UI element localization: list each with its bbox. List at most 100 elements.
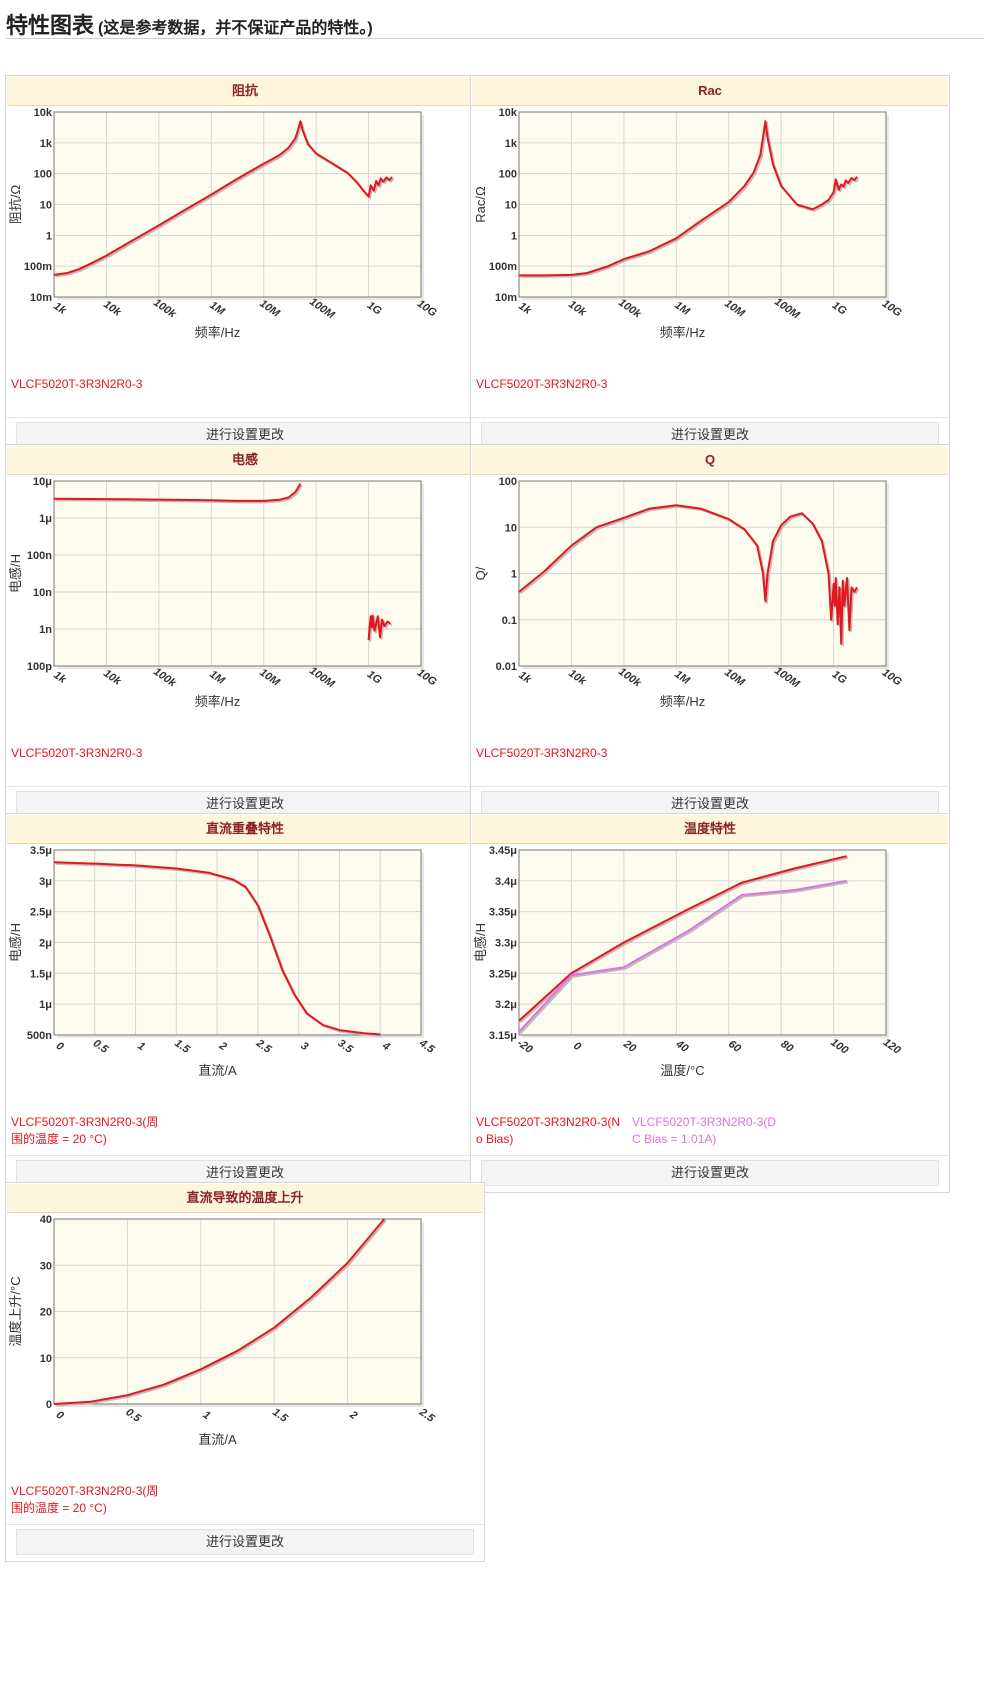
x-tick-label: 2.5 bbox=[416, 1406, 437, 1426]
y-tick-label: 20 bbox=[40, 1307, 52, 1319]
legend-entry: VLCF5020T-3R3N2R0-3(周围的温度 = 20 °C) bbox=[11, 1484, 159, 1515]
card-divider bbox=[6, 417, 484, 418]
y-tick-label: 1 bbox=[46, 230, 52, 242]
y-tick-label: 3.5μ bbox=[30, 845, 52, 857]
settings-change-button[interactable]: 进行设置更改 bbox=[16, 422, 474, 448]
settings-change-button[interactable]: 进行设置更改 bbox=[16, 1160, 474, 1186]
x-tick-label: 1 bbox=[135, 1040, 147, 1053]
legend-entry: VLCF5020T-3R3N2R0-3 bbox=[476, 746, 608, 760]
x-tick-label: 1k bbox=[516, 300, 534, 317]
y-tick-label: 1μ bbox=[39, 513, 52, 525]
y-tick-label: 1μ bbox=[39, 999, 52, 1011]
chart-card-temperature: 温度特性 -20 0 20 40 60 80 100 120 3.15μ 3.2μ 3.25μ 3.3μ… bbox=[470, 813, 950, 1193]
y-tick-label: 3.25μ bbox=[489, 968, 517, 980]
x-tick-label: 100k bbox=[151, 297, 179, 321]
y-tick-label: 100m bbox=[24, 261, 52, 273]
series-shadow bbox=[520, 121, 860, 278]
plot-border bbox=[53, 849, 422, 1036]
y-tick-label: 10m bbox=[495, 292, 517, 304]
x-tick-label: 10M bbox=[722, 297, 747, 320]
x-tick-label: 1M bbox=[672, 299, 692, 318]
x-tick-label: 80 bbox=[778, 1038, 796, 1055]
chart-plot: -20 0 20 40 60 80 100 120 3.15μ 3.2μ 3.25μ 3.3μ 3.35… bbox=[473, 845, 903, 1078]
x-tick-label: 60 bbox=[726, 1038, 744, 1055]
chart-title: 温度特性 bbox=[472, 815, 948, 844]
y-tick-label: 10 bbox=[40, 1353, 52, 1365]
series-line-1 bbox=[518, 504, 858, 645]
x-tick-label: 2.5 bbox=[253, 1037, 274, 1057]
series-line-2 bbox=[518, 879, 847, 1033]
card-divider bbox=[6, 1524, 484, 1525]
x-tick-label: 0.5 bbox=[123, 1406, 143, 1425]
x-tick-label: 10G bbox=[880, 298, 904, 320]
y-tick-label: 40 bbox=[40, 1214, 52, 1226]
x-tick-label: 100k bbox=[616, 666, 644, 690]
x-tick-label: 4.5 bbox=[416, 1037, 437, 1057]
card-divider bbox=[471, 1155, 949, 1156]
y-axis-label: 电感/H bbox=[8, 923, 23, 962]
y-tick-label: 10 bbox=[505, 200, 517, 212]
y-tick-label: 10m bbox=[30, 292, 52, 304]
y-tick-label: 10μ bbox=[33, 476, 52, 488]
x-tick-label: 2 bbox=[347, 1408, 360, 1422]
y-tick-label: 3.15μ bbox=[489, 1030, 517, 1042]
card-divider bbox=[471, 786, 949, 787]
x-tick-label: 10G bbox=[415, 298, 439, 320]
plot-border bbox=[518, 480, 887, 667]
x-tick-label: 0.5 bbox=[91, 1037, 111, 1056]
y-tick-label: 2μ bbox=[39, 938, 52, 950]
x-tick-label: 10k bbox=[101, 298, 124, 319]
chart-plot: 1k 10k 100k 1M 10M 100M 1G 10G10m100m1101001k10… bbox=[473, 107, 904, 340]
y-tick-label: 3.2μ bbox=[495, 999, 517, 1011]
chart-title: Rac bbox=[472, 77, 948, 106]
series-shadow bbox=[519, 881, 849, 1035]
x-tick-label: 10k bbox=[101, 667, 124, 688]
y-tick-label: 3.4μ bbox=[495, 876, 517, 888]
x-axis-label: 频率/Hz bbox=[195, 694, 241, 709]
card-divider bbox=[6, 1155, 484, 1156]
series-line-1 bbox=[519, 120, 858, 277]
x-axis-label: 频率/Hz bbox=[660, 325, 706, 340]
y-axis-label: 阻抗/Ω bbox=[8, 185, 23, 225]
x-tick-label: 10k bbox=[566, 298, 589, 319]
x-tick-label: 1G bbox=[830, 299, 849, 318]
y-tick-label: 1n bbox=[39, 624, 52, 636]
chart-title: 阻抗 bbox=[7, 77, 483, 106]
plot-border bbox=[518, 111, 887, 298]
x-tick-label: 100k bbox=[151, 666, 179, 690]
y-tick-label: 3μ bbox=[39, 876, 52, 888]
x-tick-label: -20 bbox=[515, 1037, 536, 1056]
chart-plot: 0 0.5 1 1.5 2 2.5 0 10 20 30 40 直流/A 温度上升/°C bbox=[8, 1214, 437, 1447]
series-line-1 bbox=[518, 855, 847, 1022]
y-tick-label: 10 bbox=[505, 522, 517, 534]
y-tick-label: 100p bbox=[27, 661, 52, 673]
y-tick-label: 500n bbox=[27, 1030, 52, 1042]
chart-card-inductance: 电感 1k 10k 100k 1M 10M 100M 1G 10G 100p 1n 10n 100n 1μ… bbox=[5, 444, 485, 824]
chart-card-impedance: 阻抗 1k 10k 100k 1M 10M 100M 1G 10G 10m 100m 1 10 100 1k… bbox=[5, 75, 485, 455]
series-line-1 bbox=[53, 861, 381, 1036]
y-tick-label: 100 bbox=[499, 169, 517, 181]
x-tick-label: 2 bbox=[216, 1039, 229, 1053]
settings-change-button[interactable]: 进行设置更改 bbox=[16, 791, 474, 817]
chart-legend: VLCF5020T-3R3N2R0-3 bbox=[11, 745, 481, 785]
chart-legend: VLCF5020T-3R3N2R0-3(No Bias) VLCF5020T-3R… bbox=[476, 1114, 946, 1154]
x-tick-label: 0 bbox=[54, 1040, 67, 1054]
x-tick-label: 10M bbox=[257, 666, 282, 689]
x-tick-label: 10G bbox=[880, 667, 904, 689]
y-tick-label: 0.1 bbox=[502, 615, 517, 627]
settings-change-button[interactable]: 进行设置更改 bbox=[481, 1160, 939, 1186]
series-line-1 bbox=[53, 120, 393, 276]
x-tick-label: 1.5 bbox=[172, 1037, 192, 1056]
chart-title: 直流导致的温度上升 bbox=[7, 1184, 483, 1213]
y-tick-label: 1.5μ bbox=[30, 968, 52, 980]
y-axis-label: Q/ bbox=[473, 566, 488, 580]
x-tick-label: 1.5 bbox=[270, 1406, 290, 1425]
y-tick-label: 30 bbox=[40, 1260, 52, 1272]
chart-plot: 0 0.5 1 1.5 2 2.5 3 3.5 4 4.5 500n 1μ 1.5μ 2μ 2.5μ 3μ 3.… bbox=[8, 845, 437, 1078]
y-axis-label: Rac/Ω bbox=[473, 186, 488, 223]
x-tick-label: 20 bbox=[620, 1038, 638, 1056]
plot-border bbox=[518, 849, 887, 1036]
chart-card-dc-bias: 直流重叠特性 0 0.5 1 1.5 2 2.5 3 3.5 4 4.5 500n 1μ 1.5μ 2μ 2.… bbox=[5, 813, 485, 1193]
settings-change-button[interactable]: 进行设置更改 bbox=[16, 1529, 474, 1555]
chart-title: Q bbox=[472, 446, 948, 475]
